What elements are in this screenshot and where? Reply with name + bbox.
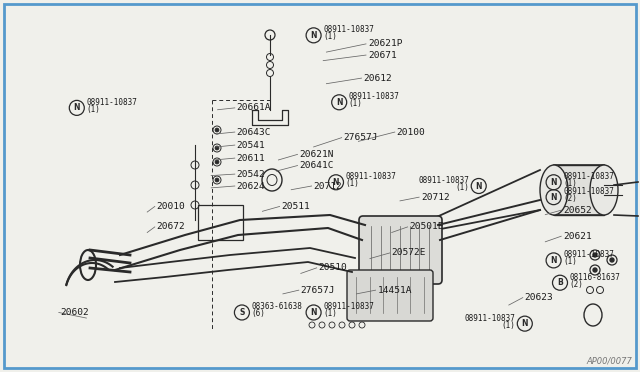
Text: (6): (6) (252, 310, 266, 318)
Text: 08911-10837: 08911-10837 (323, 25, 374, 34)
Text: 20100: 20100 (397, 128, 426, 137)
Text: (1): (1) (86, 105, 100, 114)
Text: 20643C: 20643C (237, 128, 271, 137)
Circle shape (593, 268, 597, 272)
Bar (198, 205, 243, 240)
Text: 20641C: 20641C (300, 161, 334, 170)
Text: 20612: 20612 (364, 74, 392, 83)
Text: (1): (1) (346, 179, 360, 188)
Ellipse shape (540, 165, 568, 215)
Text: B: B (557, 278, 563, 287)
Circle shape (215, 178, 219, 182)
Text: 08911-10837: 08911-10837 (349, 92, 399, 101)
Text: 20661A: 20661A (237, 103, 271, 112)
Text: (1): (1) (323, 310, 337, 318)
Text: 20611: 20611 (237, 154, 266, 163)
Text: 20010: 20010 (157, 202, 186, 211)
Text: N: N (310, 31, 317, 40)
Text: 20624: 20624 (237, 182, 266, 190)
Text: 20541: 20541 (237, 141, 266, 150)
Text: S: S (239, 308, 244, 317)
Text: (1): (1) (349, 99, 363, 108)
Text: N: N (476, 182, 482, 190)
Text: 08911-10837: 08911-10837 (563, 250, 614, 259)
Text: 08911-10837: 08911-10837 (419, 176, 469, 185)
Text: 08911-10837: 08911-10837 (346, 172, 396, 181)
Text: 08911-10837: 08911-10837 (563, 172, 614, 181)
Text: (1): (1) (563, 179, 577, 188)
Text: N: N (550, 178, 557, 187)
Text: N: N (74, 103, 80, 112)
Text: AP00/0077: AP00/0077 (586, 357, 632, 366)
Text: 20621: 20621 (563, 232, 592, 241)
Text: N: N (550, 256, 557, 265)
Text: 20621N: 20621N (300, 150, 334, 159)
Circle shape (610, 258, 614, 262)
Text: 20712: 20712 (421, 193, 450, 202)
Text: 08911-10837: 08911-10837 (465, 314, 515, 323)
FancyBboxPatch shape (347, 270, 433, 321)
Text: 08911-10837: 08911-10837 (323, 302, 374, 311)
Text: (2): (2) (563, 194, 577, 203)
Text: 20501E: 20501E (410, 222, 444, 231)
Text: 08911-10837: 08911-10837 (563, 187, 614, 196)
Text: 08363-61638: 08363-61638 (252, 302, 302, 311)
Text: 20652: 20652 (563, 206, 592, 215)
Text: (2): (2) (570, 280, 584, 289)
Text: 20621P: 20621P (368, 39, 403, 48)
Text: 27657J: 27657J (301, 286, 335, 295)
Text: 20542: 20542 (237, 170, 266, 179)
Text: N: N (522, 319, 528, 328)
Text: N: N (550, 193, 557, 202)
Text: (1): (1) (563, 257, 577, 266)
Text: 14451A: 14451A (378, 286, 412, 295)
Text: 20602: 20602 (61, 308, 90, 317)
Text: 20671: 20671 (368, 51, 397, 60)
Text: 20672: 20672 (157, 222, 186, 231)
Text: 27657J: 27657J (344, 133, 378, 142)
Circle shape (215, 128, 219, 132)
Text: N: N (336, 98, 342, 107)
Bar (554, 165, 604, 215)
Ellipse shape (590, 165, 618, 215)
Text: N: N (333, 178, 339, 187)
Text: 20572E: 20572E (392, 248, 426, 257)
Text: 08911-10837: 08911-10837 (86, 98, 137, 107)
Circle shape (593, 253, 597, 257)
Text: (1): (1) (501, 321, 515, 330)
Text: 20712: 20712 (314, 182, 342, 190)
FancyBboxPatch shape (359, 216, 442, 284)
Text: 20511: 20511 (282, 202, 310, 211)
Text: (1): (1) (455, 183, 469, 192)
Text: N: N (310, 308, 317, 317)
Text: 20623: 20623 (525, 293, 554, 302)
Circle shape (215, 146, 219, 150)
Circle shape (215, 160, 219, 164)
Text: 20510: 20510 (319, 263, 348, 272)
Text: 08116-81637: 08116-81637 (570, 273, 620, 282)
Text: (1): (1) (323, 32, 337, 41)
